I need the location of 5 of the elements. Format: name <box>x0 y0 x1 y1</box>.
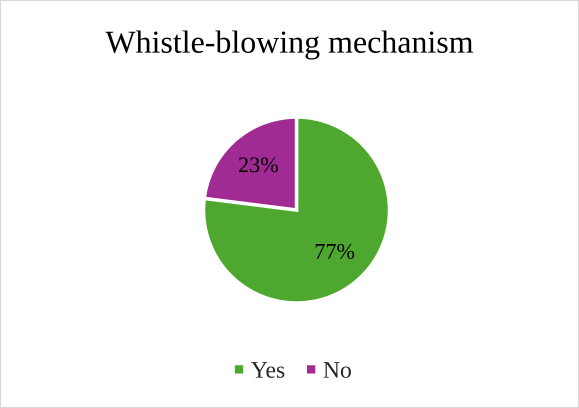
legend-label: Yes <box>251 362 284 378</box>
data-label: 77% <box>316 244 354 259</box>
legend-label: No <box>324 362 351 378</box>
chart-title: Whistle-blowing mechanism <box>105 30 474 60</box>
data-label: 23% <box>238 157 278 172</box>
